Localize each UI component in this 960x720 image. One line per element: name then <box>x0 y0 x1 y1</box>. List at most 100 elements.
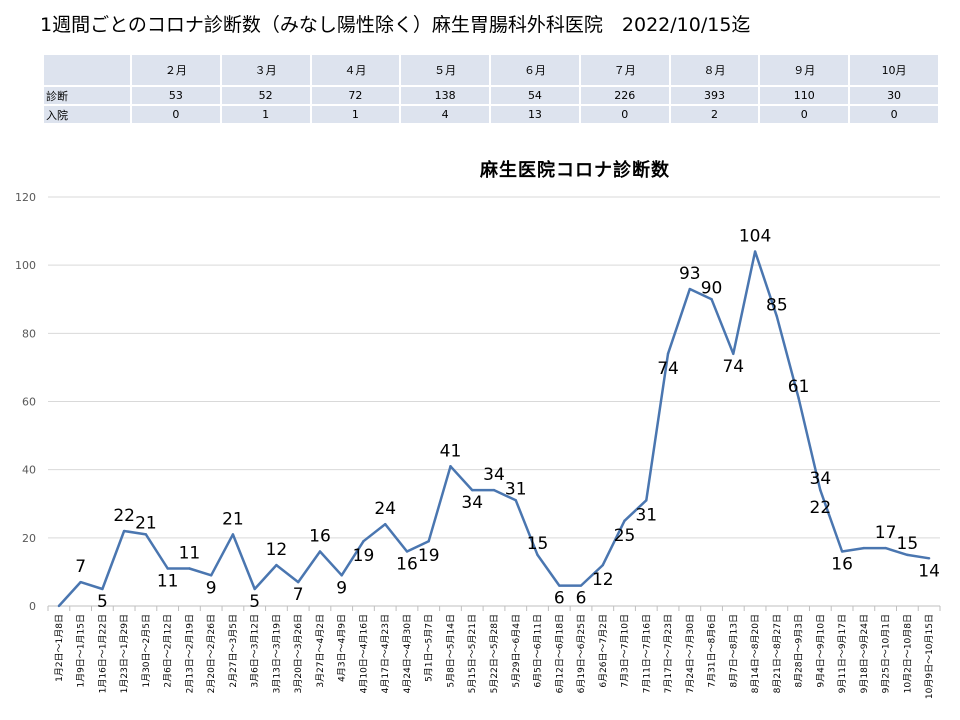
y-tick-label: 40 <box>22 464 36 477</box>
data-label: 16 <box>831 554 853 574</box>
y-tick-label: 20 <box>22 532 36 545</box>
row-label: 診断 <box>44 87 130 104</box>
month-header: ４月 <box>311 55 400 85</box>
monthly-summary-table: ２月 ３月 ４月 ５月 ６月 ７月 ８月 ９月 10月 診断 53 52 72 … <box>42 53 940 125</box>
table-row-diagnoses: 診断 53 52 72 138 54 226 393 110 30 <box>44 87 938 104</box>
data-label: 22 <box>810 498 832 518</box>
y-tick-label: 100 <box>15 259 36 272</box>
data-label: 15 <box>527 534 549 554</box>
x-tick-label: 4月3日～4月9日 <box>337 614 348 682</box>
x-axis: 1月2日～1月8日 1月9日～1月15日 1月16日～1月22日 1月23日～1月29… <box>47 606 941 699</box>
x-tick-label: 8月14日～8月20日 <box>750 614 761 693</box>
table-cell: 393 <box>670 87 759 104</box>
table-cell: 54 <box>491 87 579 104</box>
data-point <box>209 574 213 577</box>
data-point <box>927 557 931 560</box>
month-header: ３月 <box>221 55 310 85</box>
table-cell: 72 <box>311 87 400 104</box>
y-tick-label: 0 <box>29 600 36 613</box>
data-point <box>57 604 61 608</box>
data-point <box>906 553 909 557</box>
month-header: ２月 <box>132 55 220 85</box>
data-point <box>558 584 561 587</box>
table-cell: 1 <box>311 106 400 123</box>
data-label: 15 <box>897 534 919 554</box>
data-label: 7 <box>293 585 304 605</box>
data-label: 22 <box>113 506 135 526</box>
table-cell: 52 <box>221 87 310 104</box>
data-point <box>471 488 474 492</box>
page-title: 1週間ごとのコロナ診断数（みなし陽性除く）麻生胃腸科外科医院 2022/10/1… <box>40 14 751 36</box>
data-label: 41 <box>440 441 462 461</box>
x-tick-label: 10月9日～10月15日 <box>924 614 935 699</box>
data-point <box>79 580 82 584</box>
x-tick-label: 9月4日～9月10日 <box>815 614 826 688</box>
x-tick-label: 5月22日～5月28日 <box>489 614 500 693</box>
data-point <box>144 533 148 536</box>
x-tick-label: 4月10日～4月16日 <box>358 614 369 693</box>
x-tick-label: 1月9日～1月15日 <box>76 614 87 688</box>
x-tick-label: 2月6日～2月12日 <box>163 614 174 688</box>
x-tick-label: 2月27日～3月5日 <box>228 614 239 688</box>
table-row-hospitalized: 入院 0 1 1 4 13 0 2 0 0 <box>44 106 938 123</box>
data-label: 14 <box>918 561 940 581</box>
data-point <box>384 523 387 526</box>
x-tick-label: 1月2日～1月8日 <box>54 614 65 682</box>
data-point <box>666 352 670 355</box>
data-point <box>340 574 343 577</box>
x-tick-label: 9月25日～10月1日 <box>881 614 892 693</box>
data-point <box>797 396 800 400</box>
y-tick-label: 80 <box>22 327 36 340</box>
data-label: 17 <box>875 523 897 543</box>
x-tick-label: 7月24日～7月30日 <box>685 614 696 693</box>
data-label: 12 <box>266 540 288 560</box>
data-point <box>514 499 517 502</box>
x-tick-label: 5月15日～5月21日 <box>467 614 478 693</box>
data-label: 11 <box>157 572 179 592</box>
chart-title: 麻生医院コロナ診断数 <box>479 159 670 181</box>
data-label: 12 <box>592 570 614 590</box>
data-label: 16 <box>309 526 331 546</box>
data-point <box>427 540 430 543</box>
x-tick-label: 5月8日～5月14日 <box>445 614 456 688</box>
x-tick-label: 4月17日～4月23日 <box>380 614 391 693</box>
table-cell: 110 <box>760 87 849 104</box>
data-point <box>579 584 583 587</box>
x-tick-label: 7月11日～7月16日 <box>641 614 652 693</box>
x-tick-label: 2月13日～2月19日 <box>184 614 195 693</box>
data-label: 104 <box>739 227 771 247</box>
x-tick-label: 8月28日～9月3日 <box>794 614 805 688</box>
table-header-row: ２月 ３月 ４月 ５月 ６月 ７月 ８月 ９月 10月 <box>44 55 938 85</box>
month-header: ９月 <box>760 55 849 85</box>
data-point <box>405 550 409 553</box>
table-cell: 2 <box>670 106 759 123</box>
line-chart: 麻生医院コロナ診断数 0 20 40 60 80 100 120 1月2日～1月8日 1月9日… <box>15 159 941 699</box>
x-tick-label: 6月5日～6月11日 <box>533 614 544 688</box>
data-point <box>362 540 365 543</box>
data-point <box>101 587 104 591</box>
data-label: 93 <box>679 264 701 284</box>
data-point <box>601 563 604 567</box>
data-point <box>449 465 452 468</box>
data-label: 31 <box>635 505 657 525</box>
data-point <box>645 499 648 502</box>
x-tick-label: 3月27日～4月2日 <box>315 614 326 688</box>
x-tick-label: 1月16日～1月22日 <box>97 614 108 693</box>
x-tick-label: 9月18日～9月24日 <box>859 614 870 693</box>
data-point <box>710 298 713 301</box>
data-label: 16 <box>396 554 418 574</box>
data-point <box>122 529 126 533</box>
x-tick-label: 3月6日～3月12日 <box>250 614 261 688</box>
data-point <box>862 546 866 550</box>
row-label: 入院 <box>44 106 130 123</box>
table-cell: 0 <box>132 106 220 123</box>
data-point <box>296 580 300 584</box>
data-label: 34 <box>483 465 505 485</box>
data-point <box>753 250 757 253</box>
month-header: ７月 <box>580 55 669 85</box>
data-label: 85 <box>766 295 788 315</box>
x-tick-label: 8月7日～8月13日 <box>728 614 739 688</box>
data-point <box>819 488 822 492</box>
x-tick-label: 1月23日～1月29日 <box>119 614 130 693</box>
